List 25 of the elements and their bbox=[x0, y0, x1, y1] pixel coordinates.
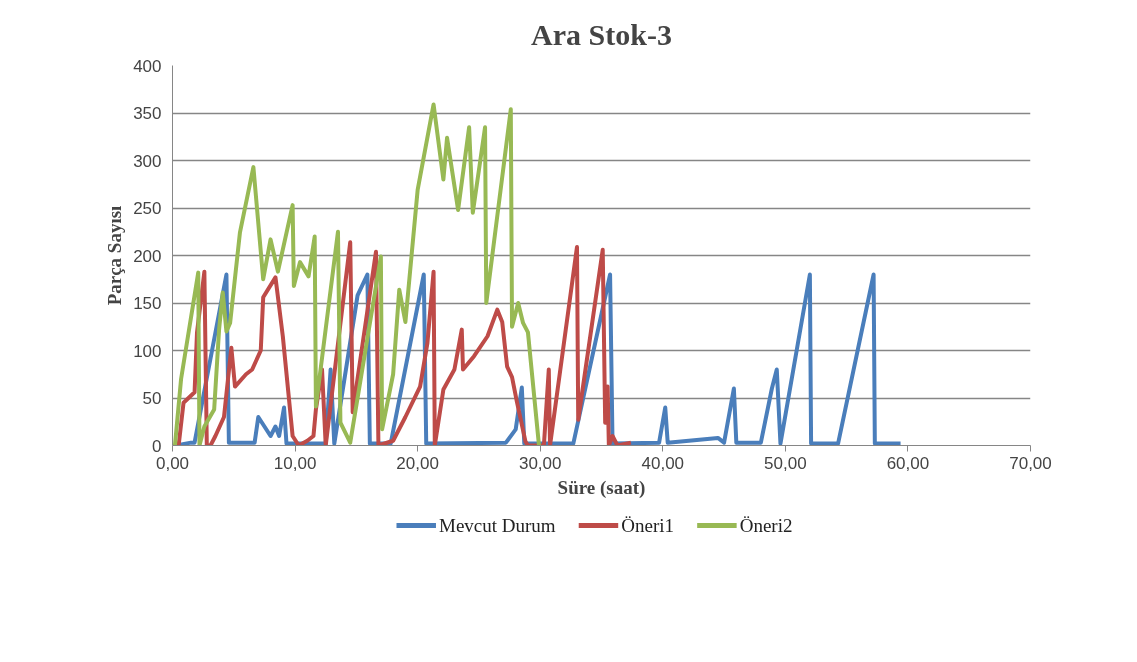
legend-label: Öneri2 bbox=[739, 515, 793, 536]
x-tick-label: 60,00 bbox=[886, 453, 930, 473]
y-tick-label: 400 bbox=[133, 56, 162, 76]
x-axis-title: Süre (saat) bbox=[557, 476, 646, 499]
y-axis-title: Parça Sayısı bbox=[104, 205, 126, 306]
x-tick-label: 70,00 bbox=[1009, 453, 1052, 473]
x-tick-label: 0,00 bbox=[155, 453, 190, 473]
x-tick-label: 10,00 bbox=[273, 453, 317, 473]
y-tick-label: 50 bbox=[142, 389, 162, 408]
y-tick-label: 0 bbox=[152, 436, 162, 456]
x-tick-label: 30,00 bbox=[518, 453, 562, 473]
legend-label: Mevcut Durum bbox=[439, 515, 556, 536]
legend-label: Öneri1 bbox=[621, 515, 675, 536]
y-tick-label: 350 bbox=[133, 104, 162, 123]
y-tick-label: 250 bbox=[133, 199, 162, 218]
y-tick-label: 100 bbox=[133, 341, 162, 361]
chart-title: Ara Stok-3 bbox=[531, 17, 672, 51]
y-tick-label: 200 bbox=[133, 246, 162, 266]
x-tick-label: 20,00 bbox=[396, 453, 439, 473]
line-series bbox=[172, 102, 541, 446]
y-tick-label: 300 bbox=[133, 151, 162, 171]
y-tick-label: 150 bbox=[133, 294, 162, 313]
line-series bbox=[176, 240, 633, 446]
x-tick-label: 50,00 bbox=[764, 453, 807, 473]
x-tick-label: 40,00 bbox=[641, 453, 685, 473]
